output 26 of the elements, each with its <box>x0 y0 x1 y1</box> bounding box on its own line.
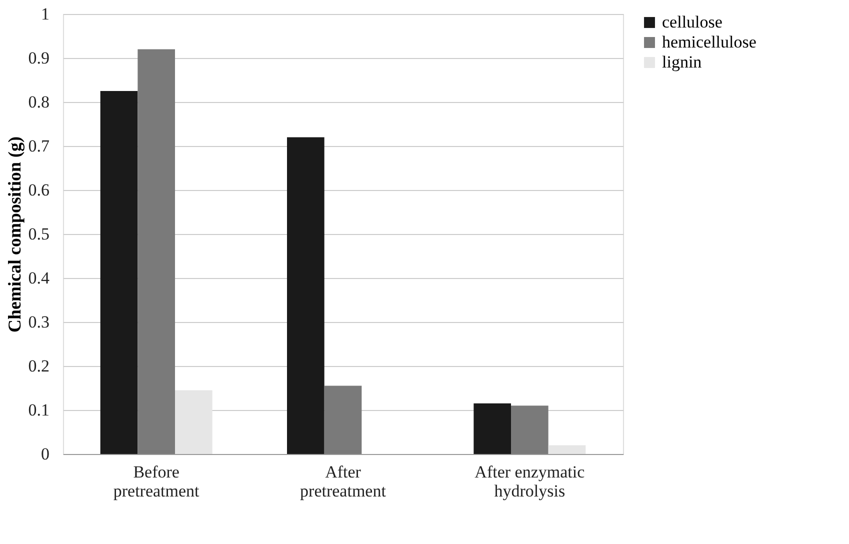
y-tick-label: 0.8 <box>28 92 50 112</box>
legend-label: lignin <box>662 52 702 72</box>
x-tick-label: After pretreatment <box>300 462 386 500</box>
x-tick-label: Before pretreatment <box>113 462 200 500</box>
bar <box>474 403 511 454</box>
y-axis-title: Chemical composition (g) <box>4 136 24 332</box>
bar <box>100 91 138 454</box>
x-tick-label: After enzymatic hydrolysis <box>474 462 586 500</box>
bar <box>138 49 175 454</box>
y-tick-label: 1 <box>41 4 50 24</box>
y-tick-label: 0.3 <box>28 312 50 332</box>
y-tick-label: 0.7 <box>28 136 50 156</box>
legend-label: hemicellulose <box>662 32 756 52</box>
y-tick-label: 0.9 <box>28 48 50 68</box>
bar <box>548 445 586 454</box>
y-tick-label: 0 <box>41 444 50 464</box>
y-tick-label: 0.1 <box>28 400 50 420</box>
y-tick-label: 0.2 <box>28 356 50 376</box>
legend-label: cellulose <box>662 12 722 32</box>
y-tick-label: 0.6 <box>28 180 50 200</box>
bar <box>175 390 212 454</box>
bar <box>511 406 548 454</box>
bar <box>287 137 324 454</box>
bar <box>324 386 362 454</box>
y-tick-label: 0.5 <box>28 224 50 244</box>
y-tick-label: 0.4 <box>28 268 50 288</box>
